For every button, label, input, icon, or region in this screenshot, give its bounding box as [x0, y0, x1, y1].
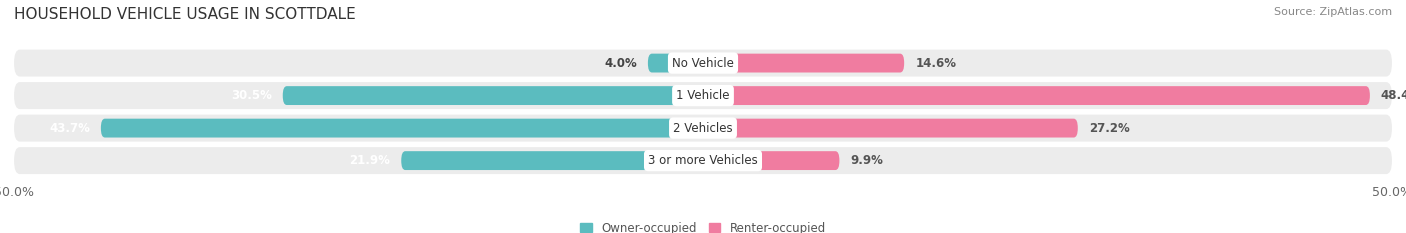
FancyBboxPatch shape — [101, 119, 703, 137]
Text: 48.4%: 48.4% — [1381, 89, 1406, 102]
Text: 43.7%: 43.7% — [49, 122, 90, 135]
FancyBboxPatch shape — [14, 82, 1392, 109]
FancyBboxPatch shape — [703, 151, 839, 170]
FancyBboxPatch shape — [703, 86, 1369, 105]
Text: HOUSEHOLD VEHICLE USAGE IN SCOTTDALE: HOUSEHOLD VEHICLE USAGE IN SCOTTDALE — [14, 7, 356, 22]
FancyBboxPatch shape — [283, 86, 703, 105]
Legend: Owner-occupied, Renter-occupied: Owner-occupied, Renter-occupied — [579, 222, 827, 233]
FancyBboxPatch shape — [401, 151, 703, 170]
Text: 2 Vehicles: 2 Vehicles — [673, 122, 733, 135]
Text: 27.2%: 27.2% — [1088, 122, 1129, 135]
FancyBboxPatch shape — [14, 50, 1392, 77]
Text: 21.9%: 21.9% — [349, 154, 391, 167]
FancyBboxPatch shape — [703, 119, 1078, 137]
Text: 1 Vehicle: 1 Vehicle — [676, 89, 730, 102]
Text: 3 or more Vehicles: 3 or more Vehicles — [648, 154, 758, 167]
FancyBboxPatch shape — [648, 54, 703, 72]
Text: 14.6%: 14.6% — [915, 57, 956, 70]
FancyBboxPatch shape — [14, 147, 1392, 174]
FancyBboxPatch shape — [14, 115, 1392, 142]
Text: 4.0%: 4.0% — [605, 57, 637, 70]
Text: 30.5%: 30.5% — [231, 89, 271, 102]
Text: No Vehicle: No Vehicle — [672, 57, 734, 70]
Text: 9.9%: 9.9% — [851, 154, 883, 167]
FancyBboxPatch shape — [703, 54, 904, 72]
Text: Source: ZipAtlas.com: Source: ZipAtlas.com — [1274, 7, 1392, 17]
